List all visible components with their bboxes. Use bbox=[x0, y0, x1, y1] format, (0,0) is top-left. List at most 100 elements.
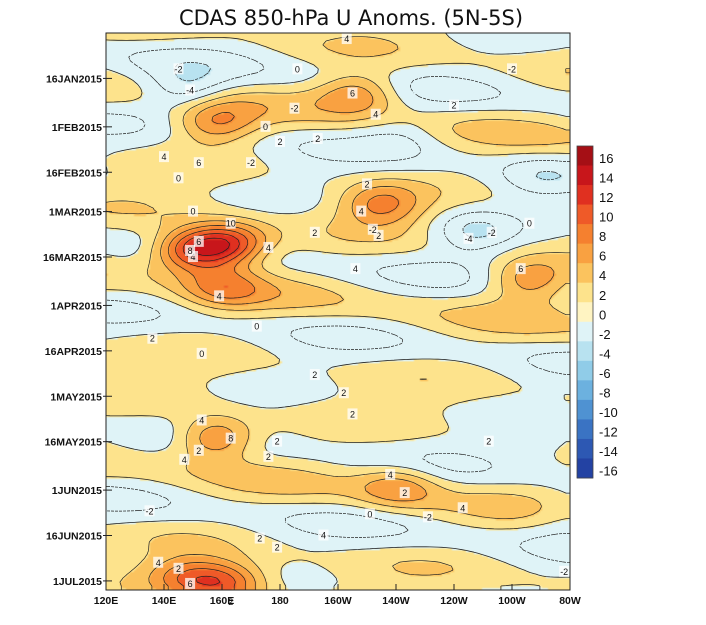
svg-text:140W: 140W bbox=[382, 595, 410, 607]
colorbar-label: -4 bbox=[599, 346, 611, 361]
svg-text:4: 4 bbox=[217, 291, 222, 301]
svg-text:4: 4 bbox=[353, 264, 358, 274]
contour-label: 4 bbox=[356, 205, 367, 217]
colorbar-swatch bbox=[577, 302, 593, 323]
y-tick: 16MAR2015 bbox=[43, 252, 112, 264]
svg-text:-2: -2 bbox=[560, 567, 568, 577]
svg-text:4: 4 bbox=[460, 503, 465, 513]
svg-text:0: 0 bbox=[527, 219, 532, 229]
svg-text:16FEB2015: 16FEB2015 bbox=[46, 167, 102, 179]
colorbar-label: 10 bbox=[599, 210, 613, 225]
contour-label: -4 bbox=[463, 232, 474, 244]
contour-label: 6 bbox=[193, 157, 204, 169]
contour-label: 2 bbox=[312, 132, 323, 144]
svg-text:-2: -2 bbox=[290, 104, 298, 114]
contour-label: 2 bbox=[275, 135, 285, 147]
svg-text:-2: -2 bbox=[508, 64, 516, 74]
colorbar-label: -10 bbox=[599, 405, 618, 420]
contour-label: 2 bbox=[483, 435, 494, 447]
colorbar-swatch bbox=[577, 224, 593, 245]
svg-text:1JUN2015: 1JUN2015 bbox=[52, 485, 102, 497]
colorbar-label: 8 bbox=[599, 229, 606, 244]
svg-text:160E: 160E bbox=[210, 595, 235, 607]
svg-text:2: 2 bbox=[176, 564, 181, 574]
x-tick: 120E bbox=[94, 584, 119, 607]
contour-label: -2 bbox=[173, 63, 184, 75]
colorbar-label: -6 bbox=[599, 366, 611, 381]
colorbar-swatch bbox=[577, 458, 593, 479]
contour-label: 4 bbox=[318, 529, 329, 541]
svg-text:6: 6 bbox=[518, 264, 523, 274]
colorbar-label: 16 bbox=[599, 151, 613, 166]
svg-text:4: 4 bbox=[344, 34, 349, 44]
contour-label: 6 bbox=[515, 263, 526, 275]
contour-label: -2 bbox=[144, 505, 155, 517]
contour-label: 4 bbox=[350, 263, 361, 275]
colorbar-label: -2 bbox=[599, 327, 611, 342]
svg-text:0: 0 bbox=[599, 307, 606, 322]
svg-text:-10: -10 bbox=[599, 405, 618, 420]
svg-text:2: 2 bbox=[275, 543, 280, 553]
contour-label: 10 bbox=[226, 217, 236, 229]
svg-text:6: 6 bbox=[188, 579, 193, 589]
svg-text:-2: -2 bbox=[247, 158, 255, 168]
svg-text:-4: -4 bbox=[464, 234, 472, 244]
contour-label: 4 bbox=[263, 241, 274, 253]
y-tick: 1JUL2015 bbox=[53, 576, 112, 588]
colorbar-label: 12 bbox=[599, 190, 613, 205]
colorbar-label: -14 bbox=[599, 444, 618, 459]
svg-text:10: 10 bbox=[599, 210, 613, 225]
y-tick: 16MAY2015 bbox=[45, 437, 112, 449]
y-tick: 1JUN2015 bbox=[52, 485, 112, 497]
svg-text:2: 2 bbox=[599, 288, 606, 303]
contour-label: 4 bbox=[214, 290, 225, 302]
svg-text:16MAR2015: 16MAR2015 bbox=[43, 252, 102, 264]
contour-label: 2 bbox=[449, 99, 459, 111]
svg-text:4: 4 bbox=[199, 415, 204, 425]
contour-label: -2 bbox=[246, 157, 256, 169]
x-tick: 100W bbox=[498, 584, 526, 607]
y-tick: 16APR2015 bbox=[45, 346, 112, 358]
colorbar-swatch bbox=[577, 282, 593, 303]
contour-label: 2 bbox=[309, 369, 320, 381]
svg-text:180: 180 bbox=[271, 595, 289, 607]
svg-text:-4: -4 bbox=[186, 86, 194, 96]
svg-text:2: 2 bbox=[402, 488, 407, 498]
svg-text:2: 2 bbox=[315, 134, 320, 144]
contour-label: 2 bbox=[225, 596, 236, 608]
contour-label: -2 bbox=[367, 223, 378, 235]
colorbar-swatch bbox=[577, 263, 593, 284]
svg-text:0: 0 bbox=[263, 122, 268, 132]
colorbar-label: 4 bbox=[599, 268, 606, 283]
svg-text:2: 2 bbox=[228, 597, 233, 607]
contour-label: 2 bbox=[362, 178, 372, 190]
svg-text:2: 2 bbox=[196, 446, 201, 456]
svg-text:0: 0 bbox=[254, 322, 259, 332]
svg-text:2: 2 bbox=[312, 370, 317, 380]
x-tick: 180 bbox=[271, 584, 289, 607]
svg-text:2: 2 bbox=[341, 388, 346, 398]
svg-text:16APR2015: 16APR2015 bbox=[45, 346, 102, 358]
svg-text:16MAY2015: 16MAY2015 bbox=[45, 437, 103, 449]
contour-label: 2 bbox=[147, 332, 158, 344]
contour-label: 0 bbox=[196, 347, 207, 359]
contour-label: 2 bbox=[373, 229, 384, 241]
contour-line bbox=[148, 85, 555, 590]
svg-text:8: 8 bbox=[599, 229, 606, 244]
svg-text:120E: 120E bbox=[94, 595, 119, 607]
svg-text:-2: -2 bbox=[174, 64, 182, 74]
contour-label: 4 bbox=[370, 108, 381, 120]
x-tick: 160W bbox=[324, 584, 352, 607]
contour-label: 0 bbox=[251, 320, 262, 332]
svg-text:4: 4 bbox=[359, 207, 364, 217]
svg-text:6: 6 bbox=[350, 89, 355, 99]
y-tick: 1MAY2015 bbox=[50, 391, 112, 403]
svg-text:-14: -14 bbox=[599, 444, 618, 459]
svg-text:-2: -2 bbox=[599, 327, 611, 342]
svg-text:10: 10 bbox=[226, 219, 236, 229]
colorbar-swatch bbox=[577, 380, 593, 401]
svg-text:160W: 160W bbox=[324, 595, 352, 607]
y-tick: 16JAN2015 bbox=[46, 73, 112, 85]
svg-text:-6: -6 bbox=[599, 366, 611, 381]
